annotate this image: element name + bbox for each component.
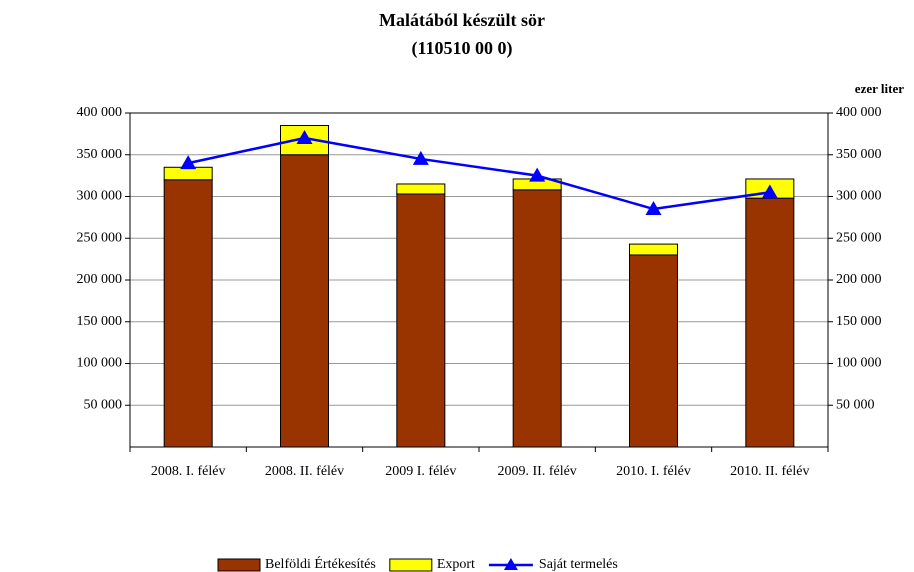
legend-swatch bbox=[217, 558, 261, 572]
y-tick-label: 100 000 bbox=[77, 356, 123, 371]
x-tick-label: 2008. I. félév bbox=[151, 464, 226, 479]
line-marker bbox=[296, 130, 313, 145]
line bbox=[187, 136, 771, 211]
legend-label: Belföldi Értékesítés bbox=[265, 555, 376, 572]
line-marker bbox=[761, 184, 778, 199]
bar-segment bbox=[629, 243, 678, 256]
x-tick-label: 2008. II. félév bbox=[265, 464, 344, 479]
y-tick-label: 250 000 bbox=[77, 230, 123, 245]
unit-label: ezer liter bbox=[855, 81, 904, 96]
y2-tick-label: 400 000 bbox=[836, 105, 882, 120]
line-marker bbox=[412, 150, 429, 165]
legend-label: Saját termelés bbox=[539, 557, 618, 572]
y2-tick-label: 50 000 bbox=[836, 397, 875, 412]
y2-tick-label: 100 000 bbox=[836, 356, 882, 371]
line-marker bbox=[180, 155, 197, 170]
y-tick-label: 150 000 bbox=[77, 314, 123, 329]
bar-segment bbox=[745, 197, 795, 448]
chart-title: (110510 00 0) bbox=[412, 38, 513, 59]
legend-label: Export bbox=[437, 557, 475, 572]
legend-swatch bbox=[389, 558, 433, 572]
legend-swatch bbox=[503, 558, 518, 570]
bar-segment bbox=[163, 179, 213, 448]
bar-segment bbox=[396, 183, 446, 195]
y-tick-label: 300 000 bbox=[77, 189, 123, 204]
y2-tick-label: 200 000 bbox=[836, 272, 882, 287]
y2-tick-label: 300 000 bbox=[836, 189, 882, 204]
x-tick-label: 2010. II. félév bbox=[730, 464, 809, 479]
line-marker bbox=[645, 201, 662, 216]
bar-segment bbox=[280, 154, 329, 448]
bar-segment bbox=[512, 189, 562, 448]
x-tick-label: 2010. I. félév bbox=[616, 464, 691, 479]
y-tick-label: 50 000 bbox=[84, 397, 123, 412]
bar-segment bbox=[163, 166, 213, 181]
y-tick-label: 200 000 bbox=[77, 272, 123, 287]
x-tick-label: 2009. II. félév bbox=[498, 464, 577, 479]
y-tick-label: 400 000 bbox=[77, 105, 123, 120]
y2-tick-label: 350 000 bbox=[836, 147, 882, 162]
bar-segment bbox=[396, 193, 446, 448]
x-tick-label: 2009 I. félév bbox=[385, 464, 456, 479]
y2-tick-label: 250 000 bbox=[836, 230, 882, 245]
y-tick-label: 350 000 bbox=[77, 147, 123, 162]
chart-title: Malátából készült sör bbox=[379, 10, 545, 30]
line-marker bbox=[529, 167, 546, 182]
bar-segment bbox=[629, 254, 678, 448]
y2-tick-label: 150 000 bbox=[836, 314, 882, 329]
